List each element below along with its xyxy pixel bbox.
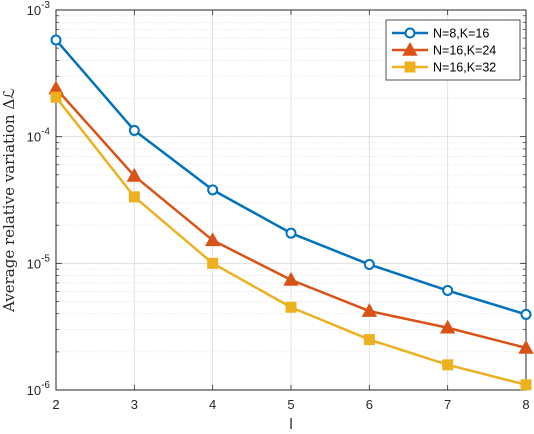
data-point: [518, 339, 534, 354]
legend-marker: [404, 61, 416, 73]
data-point: [128, 191, 140, 203]
data-point: [207, 184, 219, 196]
data-point: [285, 227, 297, 239]
data-point: [363, 334, 375, 346]
data-point: [520, 379, 532, 391]
x-tick-label: 5: [287, 397, 294, 412]
legend-item: N=8,K=16: [392, 27, 489, 41]
data-point: [285, 301, 297, 313]
y-tick-label: 10-5: [27, 253, 51, 271]
x-tick-label: 8: [522, 397, 529, 412]
y-tick-label: 10-4: [27, 127, 51, 145]
data-point: [363, 258, 375, 270]
data-point: [361, 302, 378, 317]
series-3: [50, 91, 532, 391]
data-point: [442, 285, 454, 297]
legend-item: N=16,K=32: [392, 61, 496, 75]
legend-item: N=16,K=24: [392, 41, 496, 58]
x-tick-label: 4: [209, 397, 216, 412]
data-point: [442, 359, 454, 371]
x-axis-label: l: [289, 416, 292, 433]
series-2: [48, 80, 534, 354]
data-point: [128, 124, 140, 136]
x-tick-label: 3: [131, 397, 138, 412]
data-point: [439, 319, 456, 334]
data-point: [283, 271, 299, 286]
x-tick-label: 7: [444, 397, 451, 412]
legend-marker: [402, 41, 418, 56]
x-tick-label: 6: [366, 397, 373, 412]
data-point: [207, 257, 219, 269]
legend-label: N=16,K=24: [433, 44, 496, 58]
y-axis-label: Average relative variation Δℒ: [0, 88, 18, 313]
data-point: [204, 232, 221, 247]
x-tick-label: 2: [52, 397, 59, 412]
data-point: [520, 308, 532, 320]
axis-ticks: 2 3 4 5 6 7 8 10-6 10-5 10-4 10-3: [27, 0, 530, 412]
legend-label: N=16,K=32: [433, 61, 496, 75]
y-tick-label: 10-6: [27, 380, 51, 398]
data-point: [126, 167, 143, 182]
legend-marker: [404, 27, 416, 39]
legend-label: N=8,K=16: [433, 27, 489, 41]
series-1: [50, 34, 532, 320]
data-point: [50, 34, 62, 46]
data-point: [50, 91, 62, 103]
y-tick-label: 10-3: [27, 0, 51, 18]
legend: N=8,K=16 N=16,K=24 N=16,K=32: [385, 19, 521, 81]
series-layer: [48, 34, 534, 391]
